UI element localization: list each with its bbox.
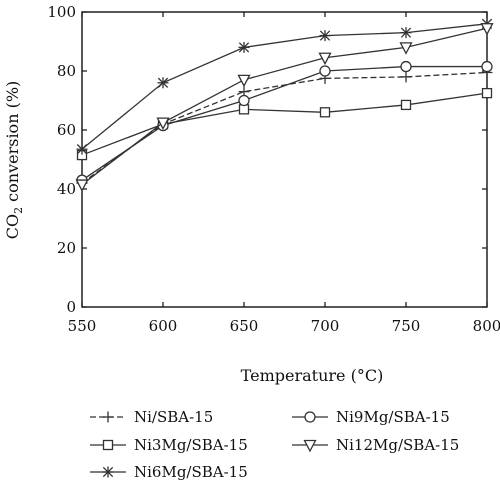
data-point-4-1	[156, 117, 170, 131]
series-line-4	[81, 27, 488, 186]
plot-border	[81, 11, 488, 308]
x-tick-label-750: 750	[392, 317, 421, 335]
legend-marker-4	[303, 439, 317, 453]
x-tick-label-800: 800	[473, 317, 500, 335]
x-tick-label-550: 550	[68, 317, 97, 335]
series-line-2	[81, 23, 488, 150]
legend-item-4: Ni12Mg/SBA-15	[292, 436, 459, 454]
data-point-1-3	[319, 107, 331, 118]
y-tick-label-20: 20	[57, 239, 76, 257]
data-point-2-1	[157, 77, 169, 89]
x-tick-label-700: 700	[311, 317, 340, 335]
y-axis-label-subscript: 2	[12, 207, 25, 214]
x-tick-label-650: 650	[230, 317, 259, 335]
y-axis-label-prefix: CO	[3, 214, 22, 239]
data-point-4-5	[480, 23, 494, 36]
legend-label-1: Ni3Mg/SBA-15	[134, 436, 248, 454]
y-axis-label-suffix: conversion (%)	[3, 81, 22, 207]
plot-frame	[81, 11, 488, 308]
series-line-3	[81, 65, 487, 181]
data-point-2-0	[76, 143, 88, 155]
legend-marker-0	[102, 411, 114, 423]
legend-marker-1	[102, 439, 114, 451]
legend-label-4: Ni12Mg/SBA-15	[336, 436, 459, 454]
data-point-1-4	[400, 99, 412, 111]
y-tick-label-0: 0	[66, 298, 76, 316]
series-1	[76, 87, 493, 161]
legend-item-1: Ni3Mg/SBA-15	[90, 436, 248, 454]
legend-label-3: Ni9Mg/SBA-15	[336, 408, 450, 426]
legend: Ni/SBA-15 Ni3Mg/SBA-15 Ni6Mg/SBA-15 Ni9Mg/S…	[90, 408, 459, 481]
data-point-4-4	[399, 42, 413, 55]
data-point-3-2	[238, 94, 250, 107]
data-point-4-0	[75, 179, 89, 192]
data-point-3-4	[400, 60, 412, 73]
data-point-1-2	[238, 104, 250, 115]
legend-item-3: Ni9Mg/SBA-15	[292, 408, 450, 426]
data-point-4-3	[318, 52, 332, 66]
series-line-0	[81, 71, 488, 184]
legend-marker-3	[304, 411, 316, 423]
series-4	[75, 23, 494, 192]
y-tick-label-100: 100	[47, 3, 76, 21]
x-axis-ticks: 550 600 650 700 750 800	[68, 12, 500, 335]
data-point-3-3	[319, 65, 331, 77]
y-axis-ticks: 0 20 40 60 80 100	[47, 3, 487, 316]
legend-item-2: Ni6Mg/SBA-15	[90, 463, 248, 481]
data-point-0-4	[400, 71, 412, 83]
legend-label-2: Ni6Mg/SBA-15	[134, 463, 248, 481]
y-axis-label: CO2 conversion (%)	[3, 81, 25, 240]
x-axis-label: Temperature (°C)	[241, 366, 384, 385]
y-tick-label-60: 60	[57, 121, 76, 139]
y-tick-label-80: 80	[57, 62, 76, 80]
data-point-2-3	[319, 30, 331, 42]
data-point-2-2	[238, 41, 250, 53]
data-point-2-4	[400, 27, 412, 39]
data-point-3-5	[481, 60, 493, 73]
series-layer	[75, 18, 494, 192]
legend-item-0: Ni/SBA-15	[90, 408, 213, 426]
y-tick-label-40: 40	[57, 180, 76, 198]
series-line-1	[81, 92, 488, 156]
series-3	[76, 60, 493, 186]
data-point-4-2	[237, 74, 251, 88]
data-point-1-5	[481, 87, 493, 99]
legend-marker-2	[102, 466, 114, 478]
series-2	[76, 18, 493, 155]
x-tick-label-600: 600	[149, 317, 178, 335]
legend-label-0: Ni/SBA-15	[134, 408, 213, 426]
